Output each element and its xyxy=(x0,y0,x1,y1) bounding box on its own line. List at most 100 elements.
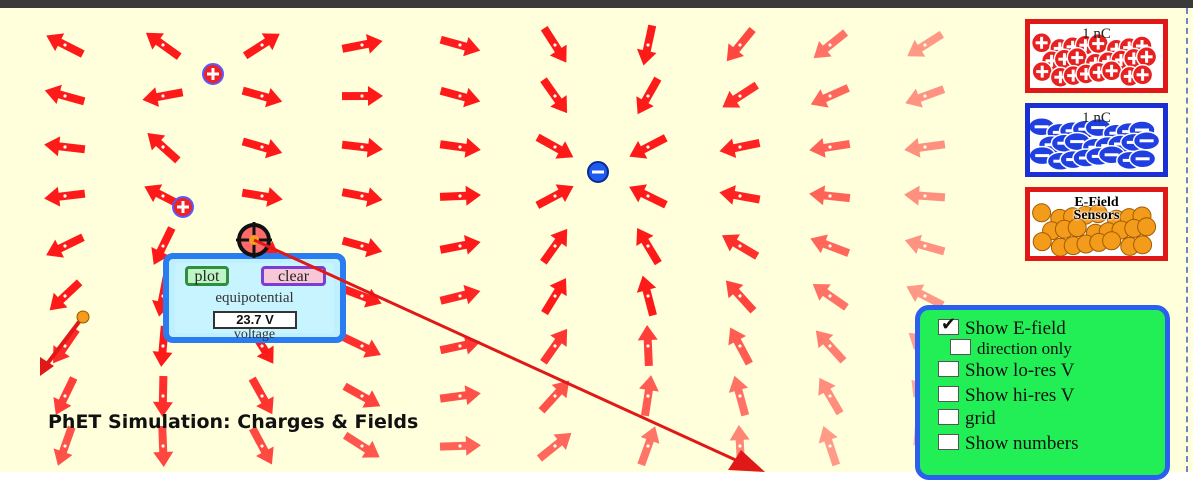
positive-charge-icon[interactable] xyxy=(202,63,224,85)
efield-sensor-icon xyxy=(1067,218,1087,238)
efield-arrow xyxy=(46,233,85,258)
efield-arrow xyxy=(439,385,481,406)
efield-arrow xyxy=(636,275,657,317)
efield-arrow xyxy=(44,136,86,157)
efield-sensor-bucket[interactable]: E-Field Sensors xyxy=(1025,187,1168,261)
efield-arrow xyxy=(719,185,761,205)
efield-arrow xyxy=(44,84,86,106)
efield-arrow xyxy=(242,33,280,60)
direction-only-option[interactable]: direction only xyxy=(950,339,1072,359)
show-hires-v-option[interactable]: Show hi-res V xyxy=(938,385,1074,407)
negative-charge-bucket-label: 1 nC xyxy=(1082,110,1111,126)
equipotential-label: equipotential xyxy=(215,290,294,306)
direction-only-checkbox[interactable] xyxy=(950,339,971,355)
grid-option[interactable]: grid xyxy=(938,408,996,430)
efield-arrow xyxy=(629,184,668,209)
efield-arrow xyxy=(248,376,274,415)
efield-arrow xyxy=(636,76,662,115)
sensor-label-line1: E-Field xyxy=(1074,195,1119,210)
efield-arrow xyxy=(535,133,574,159)
efield-sensor-icon[interactable] xyxy=(1030,192,1163,256)
efield-arrow xyxy=(153,425,174,467)
efield-sensor-icon xyxy=(1102,231,1122,251)
efield-arrow xyxy=(728,375,750,417)
positive-charge-bucket-label: 1 nC xyxy=(1082,26,1111,42)
efield-sensor-probe[interactable] xyxy=(40,310,90,376)
show-numbers-option[interactable]: Show numbers xyxy=(938,433,1078,455)
efield-sensor-bucket-label: E-Field Sensors xyxy=(1030,195,1163,223)
sensor-label-line2: Sensors xyxy=(1073,208,1120,223)
efield-sensor-icon xyxy=(1032,203,1052,223)
efield-arrow xyxy=(540,26,567,63)
efield-arrow xyxy=(810,234,851,257)
efield-arrow xyxy=(904,234,946,256)
efield-arrow xyxy=(540,328,568,365)
efield-arrow xyxy=(722,81,759,108)
efield-arrow xyxy=(636,24,657,66)
show-lores-v-label[interactable]: Show lo-res V xyxy=(965,360,1075,381)
efield-arrow xyxy=(629,134,668,159)
efield-arrow xyxy=(813,29,849,59)
efield-arrow xyxy=(152,375,173,417)
efield-arrow xyxy=(809,138,851,158)
efield-arrow xyxy=(719,138,761,159)
negative-charge-bucket[interactable]: 1 nC xyxy=(1025,103,1168,177)
window-top-edge xyxy=(0,0,1193,8)
efield-sensor-icon xyxy=(1137,217,1157,237)
negative-charge-icon[interactable] xyxy=(1030,108,1163,172)
efield-arrow xyxy=(142,87,184,107)
show-hires-v-label[interactable]: Show hi-res V xyxy=(965,385,1075,406)
efield-arrow xyxy=(46,33,85,58)
efield-arrow xyxy=(906,284,945,309)
efield-arrow xyxy=(439,35,481,57)
efield-arrow xyxy=(342,431,380,458)
show-lores-v-option[interactable]: Show lo-res V xyxy=(938,360,1074,382)
efield-arrow xyxy=(341,34,383,54)
positive-charge-icon[interactable] xyxy=(1030,24,1163,88)
efield-arrow xyxy=(341,285,382,308)
efield-arrow xyxy=(145,32,182,60)
plot-button[interactable]: plot xyxy=(185,266,229,286)
voltage-label: voltage xyxy=(233,327,276,342)
grid-checkbox[interactable] xyxy=(938,409,959,425)
show-hires-v-checkbox[interactable] xyxy=(938,386,959,402)
positive-charge-icon[interactable] xyxy=(172,196,194,218)
efield-arrow xyxy=(241,187,283,207)
efield-arrow xyxy=(540,77,568,114)
efield-arrow xyxy=(44,186,86,207)
efield-arrow xyxy=(151,226,176,265)
efield-arrow xyxy=(728,327,753,366)
efield-arrow xyxy=(729,425,750,467)
efield-arrow xyxy=(439,435,481,456)
efield-arrow xyxy=(341,187,383,207)
efield-arrow xyxy=(904,137,946,158)
efield-arrow xyxy=(536,432,572,462)
efield-arrow xyxy=(538,380,570,414)
negative-charge-icon[interactable] xyxy=(587,161,609,183)
efield-arrow xyxy=(49,279,83,311)
efield-arrow xyxy=(439,185,481,206)
efield-arrow xyxy=(53,327,80,364)
efield-arrow xyxy=(439,284,481,305)
play-area-boundary xyxy=(1186,8,1188,472)
efield-arrow xyxy=(721,234,760,260)
efield-arrow xyxy=(241,137,283,159)
efield-arrow xyxy=(815,330,847,364)
show-lores-v-checkbox[interactable] xyxy=(938,361,959,377)
show-efield-label[interactable]: Show E-field xyxy=(965,318,1066,339)
efield-sensor-icon xyxy=(1032,232,1052,252)
show-efield-checkbox[interactable] xyxy=(938,314,959,335)
efield-arrow xyxy=(341,137,383,158)
simulation-title: PhET Simulation: Charges & Fields xyxy=(48,411,419,433)
grid-label[interactable]: grid xyxy=(965,408,996,429)
show-efield-option[interactable]: Show E-field xyxy=(938,314,1066,340)
show-numbers-label[interactable]: Show numbers xyxy=(965,433,1079,454)
clear-button[interactable]: clear xyxy=(261,266,326,286)
positive-charge-bucket[interactable]: 1 nC xyxy=(1025,19,1168,93)
efield-sensor-icon xyxy=(1133,235,1153,255)
efield-arrow xyxy=(439,137,481,158)
show-numbers-checkbox[interactable] xyxy=(938,434,959,450)
direction-only-label[interactable]: direction only xyxy=(977,339,1072,358)
